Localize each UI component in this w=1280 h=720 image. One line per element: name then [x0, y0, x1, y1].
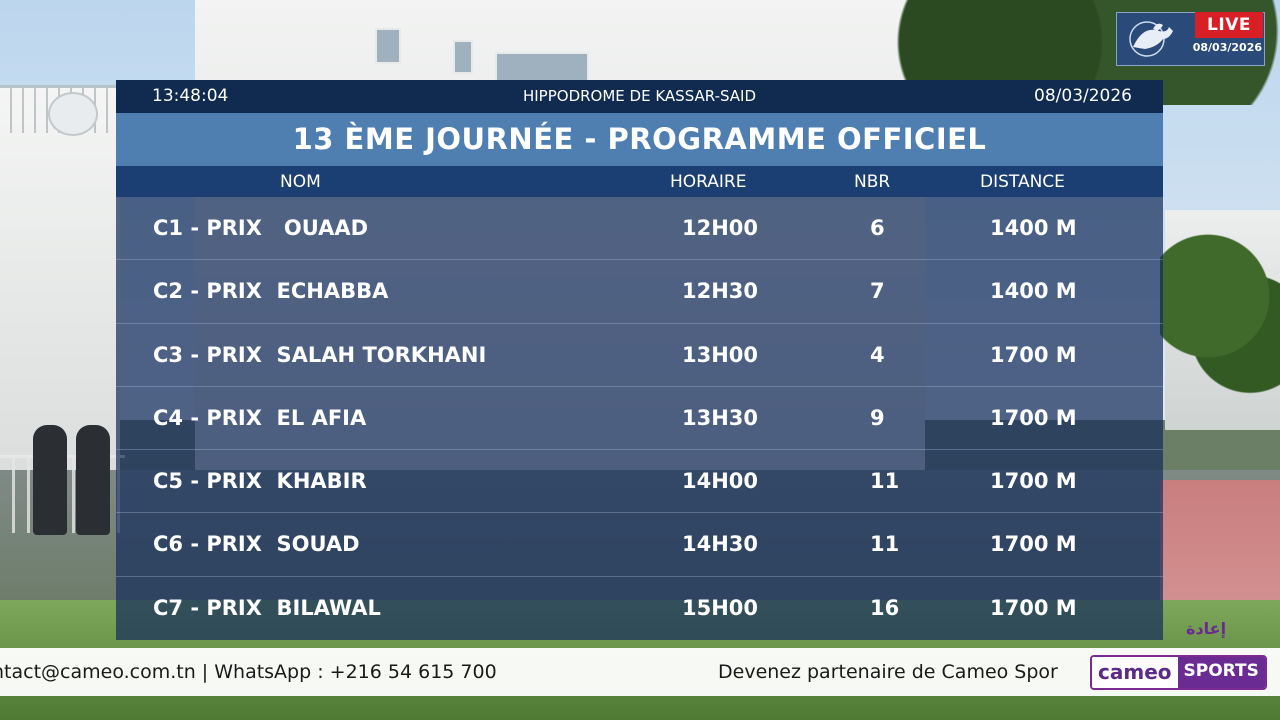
race-distance: 1700 M — [990, 469, 1077, 494]
race-distance: 1700 M — [990, 405, 1077, 430]
building-left — [0, 85, 120, 485]
spectator — [76, 425, 110, 535]
venue-name: HIPPODROME DE KASSAR-SAID — [522, 87, 757, 105]
race-time: 13H30 — [682, 405, 759, 430]
program-board: 13:48:04 HIPPODROME DE KASSAR-SAID 08/03… — [116, 80, 1163, 640]
spectator — [33, 425, 67, 535]
race-distance: 1400 M — [990, 279, 1077, 304]
live-label: LIVE — [1195, 12, 1263, 38]
race-runners: 6 — [870, 216, 885, 240]
race-row: C6 - PRIX SOUAD 14H30 11 1700 M — [116, 513, 1163, 577]
race-time: 14H30 — [682, 532, 759, 557]
program-title: 13 ÈME JOURNÉE - PROGRAMME OFFICIEL — [116, 113, 1163, 166]
race-runners: 16 — [870, 595, 900, 620]
race-name: C7 - PRIX BILAWAL — [153, 595, 381, 620]
info-bar: 13:48:04 HIPPODROME DE KASSAR-SAID 08/03… — [116, 80, 1163, 113]
column-distance: DISTANCE — [980, 172, 1065, 192]
race-row: C1 - PRIX OUAAD 12H00 6 1400 M — [116, 197, 1163, 261]
ticker-contact: ntact@cameo.com.tn | WhatsApp : +216 54 … — [0, 661, 497, 683]
clock: 13:48:04 — [152, 86, 229, 106]
race-time: 15H00 — [682, 595, 759, 620]
horse-logo-icon — [1129, 21, 1173, 57]
header-date: 08/03/2026 — [1034, 86, 1132, 106]
race-time: 13H00 — [682, 342, 759, 367]
race-row: C3 - PRIX SALAH TORKHANI 13H00 4 1700 M — [116, 324, 1163, 387]
brand-sports: SPORTS — [1177, 657, 1265, 688]
race-name: C4 - PRIX EL AFIA — [153, 405, 367, 430]
race-name: C3 - PRIX SALAH TORKHANI — [153, 342, 487, 367]
race-distance: 1700 M — [990, 532, 1077, 557]
column-horaire: HORAIRE — [670, 172, 747, 192]
race-name: C5 - PRIX KHABIR — [153, 469, 367, 494]
race-name: C1 - PRIX OUAAD — [153, 216, 369, 240]
track — [1160, 480, 1280, 620]
race-time: 14H00 — [682, 469, 759, 494]
race-runners: 11 — [870, 532, 900, 557]
race-distance: 1700 M — [990, 595, 1077, 620]
race-runners: 4 — [870, 342, 885, 367]
news-ticker: ntact@cameo.com.tn | WhatsApp : +216 54 … — [0, 648, 1280, 696]
race-time: 12H30 — [682, 279, 759, 304]
race-time: 12H00 — [682, 216, 759, 240]
brand-cameo: cameo — [1092, 657, 1178, 688]
column-nom: NOM — [280, 172, 321, 192]
race-row: C7 - PRIX BILAWAL 15H00 16 1700 M — [116, 577, 1163, 640]
live-date: 08/03/2026 — [1192, 41, 1262, 54]
race-runners: 9 — [870, 405, 885, 430]
cameo-sports-logo: cameo SPORTS — [1090, 655, 1267, 690]
race-distance: 1400 M — [990, 216, 1077, 240]
race-runners: 11 — [870, 469, 900, 494]
replay-label: إعادة — [1186, 619, 1227, 638]
race-list: C1 - PRIX OUAAD 12H00 6 1400 M C2 - PRIX… — [116, 197, 1163, 640]
ticker-partner: Devenez partenaire de Cameo Spor — [718, 661, 1058, 683]
right-tree — [1160, 220, 1280, 410]
satellite-dish — [48, 92, 98, 136]
race-distance: 1700 M — [990, 342, 1077, 367]
race-name: C2 - PRIX ECHABBA — [153, 279, 389, 304]
race-row: C4 - PRIX EL AFIA 13H30 9 1700 M — [116, 387, 1163, 451]
column-headers: NOM HORAIRE NBR DISTANCE — [116, 166, 1163, 197]
race-row: C5 - PRIX KHABIR 14H00 11 1700 M — [116, 450, 1163, 514]
race-runners: 7 — [870, 279, 885, 304]
race-name: C6 - PRIX SOUAD — [153, 532, 360, 557]
race-row: C2 - PRIX ECHABBA 12H30 7 1400 M — [116, 260, 1163, 324]
column-nbr: NBR — [854, 172, 891, 192]
